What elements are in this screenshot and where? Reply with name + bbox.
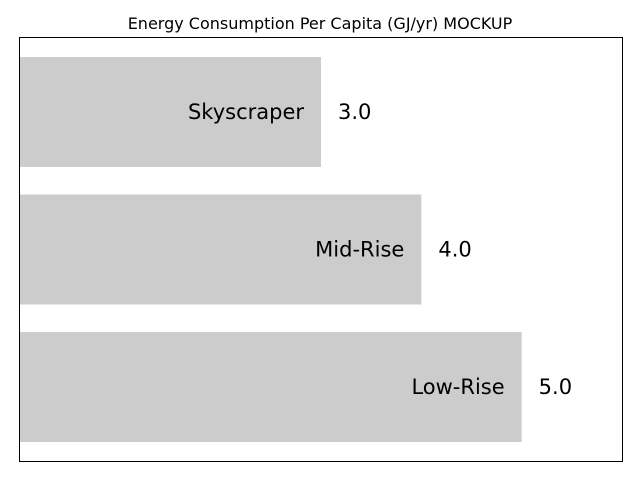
bar-label-low-rise: Low-Rise (411, 375, 504, 399)
value-label-low-rise: 5.0 (539, 375, 572, 399)
bar-label-mid-rise: Mid-Rise (315, 238, 404, 262)
bar-low-rise (20, 332, 522, 442)
bars-layer: Skyscraper 3.0 Mid-Rise 4.0 Low-Rise 5.0 (20, 57, 572, 442)
chart-title: Energy Consumption Per Capita (GJ/yr) MO… (128, 14, 513, 33)
bar-mid-rise (20, 194, 422, 305)
bar-label-skyscraper: Skyscraper (188, 100, 304, 124)
value-label-mid-rise: 4.0 (438, 238, 471, 262)
bar-skyscraper (20, 57, 321, 167)
value-label-skyscraper: 3.0 (338, 100, 371, 124)
plot-frame (19, 37, 623, 462)
